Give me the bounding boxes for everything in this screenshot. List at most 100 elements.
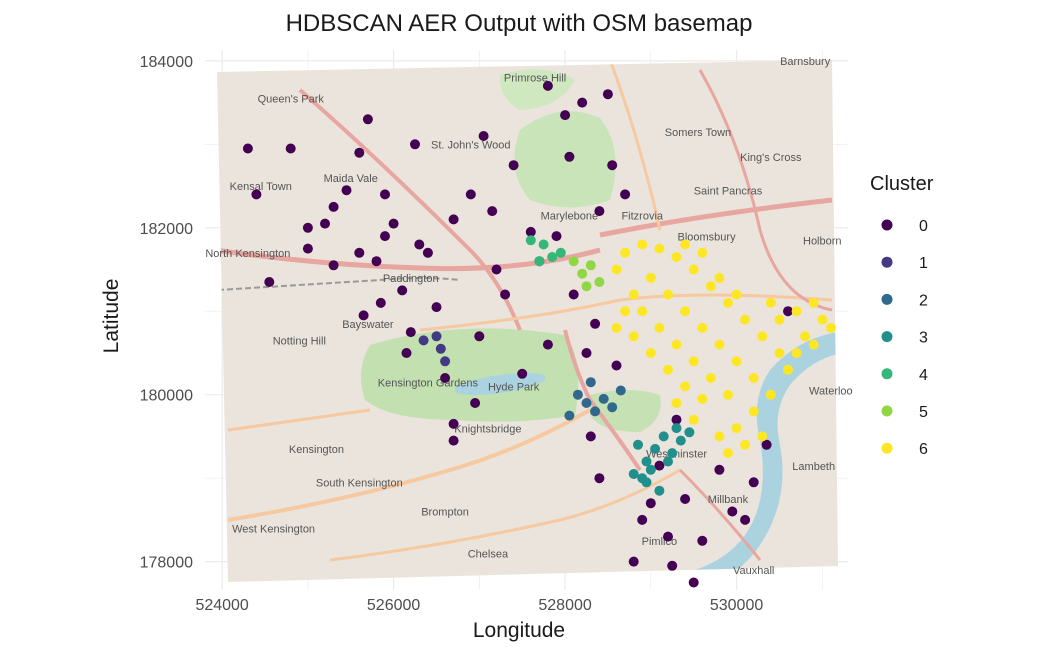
point-cluster-0	[242, 143, 253, 154]
point-cluster-3	[667, 448, 678, 459]
point-cluster-2	[572, 389, 583, 400]
legend-key-1	[881, 256, 893, 268]
basemap-label: Fitzrovia	[621, 210, 663, 222]
basemap-label: Hyde Park	[488, 382, 540, 394]
point-cluster-0	[508, 160, 519, 171]
point-cluster-6	[620, 247, 631, 258]
point-cluster-0	[302, 243, 313, 254]
point-cluster-2	[564, 410, 575, 421]
point-cluster-6	[825, 322, 836, 333]
point-cluster-0	[581, 348, 592, 358]
point-cluster-0	[585, 431, 596, 442]
basemap-label: Waterloo	[809, 386, 853, 398]
point-cluster-6	[663, 364, 673, 375]
point-cluster-6	[765, 389, 776, 400]
road-vauxhall	[678, 468, 762, 561]
point-cluster-0	[465, 189, 476, 200]
point-cluster-6	[628, 289, 639, 300]
point-cluster-0	[320, 218, 330, 229]
point-cluster-2	[598, 393, 609, 404]
point-cluster-0	[354, 147, 365, 158]
point-cluster-3	[663, 456, 673, 467]
legend-key-3	[881, 331, 893, 343]
point-cluster-6	[808, 297, 819, 308]
point-cluster-0	[560, 110, 571, 121]
point-cluster-0	[688, 577, 699, 588]
point-cluster-0	[714, 464, 725, 475]
legend-key-0	[881, 219, 893, 231]
legend-label-0: 0	[919, 218, 928, 235]
point-cluster-1	[431, 331, 442, 342]
basemap-label: West Kensington	[232, 523, 315, 535]
basemap-label: Queen's Park	[258, 94, 325, 106]
point-cluster-3	[645, 464, 656, 475]
osm-basemap	[217, 60, 838, 582]
point-cluster-5	[585, 260, 596, 271]
point-cluster-0	[568, 289, 579, 300]
point-cluster-0	[264, 277, 275, 287]
point-cluster-6	[783, 364, 793, 375]
point-cluster-6	[808, 339, 819, 350]
point-cluster-0	[607, 160, 618, 171]
point-cluster-0	[491, 264, 502, 275]
point-cluster-2	[590, 406, 601, 417]
legend-label-2: 2	[919, 292, 928, 309]
y-tick-label: 180000	[140, 388, 193, 405]
legend-label-3: 3	[919, 330, 928, 347]
point-cluster-0	[645, 498, 656, 509]
point-cluster-6	[748, 406, 759, 417]
point-cluster-0	[564, 151, 575, 162]
point-cluster-6	[731, 356, 742, 367]
point-cluster-2	[585, 377, 596, 388]
basemap-label: Marylebone	[541, 210, 598, 222]
point-cluster-6	[697, 247, 708, 258]
point-cluster-3	[650, 443, 661, 454]
basemap-label: Maida Vale	[324, 173, 378, 185]
point-cluster-6	[688, 356, 699, 367]
point-cluster-0	[401, 348, 412, 358]
point-cluster-0	[487, 206, 498, 217]
hyde-park	[361, 328, 579, 422]
point-cluster-0	[388, 218, 399, 229]
basemap-label: Bloomsbury	[678, 231, 737, 243]
legend-key-5	[881, 405, 893, 417]
point-cluster-0	[410, 139, 420, 150]
point-cluster-3	[684, 427, 695, 438]
point-cluster-6	[774, 348, 785, 358]
point-cluster-0	[285, 143, 296, 154]
point-cluster-6	[628, 331, 639, 342]
point-cluster-0	[517, 368, 528, 379]
point-cluster-0	[448, 214, 459, 225]
point-cluster-0	[422, 247, 433, 258]
x-tick-label: 524000	[195, 597, 248, 614]
basemap-label: Knightsbridge	[454, 423, 521, 435]
y-tick-label: 184000	[140, 54, 193, 71]
point-cluster-2	[607, 402, 618, 413]
point-cluster-6	[748, 373, 759, 383]
point-cluster-6	[714, 339, 725, 350]
y-axis-ticks: 178000 180000 182000 184000	[140, 54, 193, 572]
point-cluster-0	[654, 460, 665, 471]
point-cluster-0	[637, 514, 648, 525]
point-cluster-1	[435, 343, 446, 354]
point-cluster-0	[783, 306, 793, 317]
legend-label-1: 1	[919, 255, 928, 272]
point-cluster-0	[740, 514, 751, 525]
point-cluster-6	[680, 381, 691, 392]
point-cluster-0	[667, 560, 678, 571]
legend-key-4	[881, 368, 893, 380]
point-cluster-3	[654, 485, 665, 496]
point-cluster-0	[251, 189, 262, 200]
point-cluster-0	[697, 535, 708, 546]
point-cluster-5	[594, 277, 605, 287]
river-thames	[640, 330, 838, 582]
point-cluster-0	[594, 206, 605, 217]
point-cluster-0	[478, 131, 489, 141]
point-cluster-6	[697, 322, 708, 333]
point-cluster-1	[418, 335, 429, 346]
point-cluster-6	[774, 314, 785, 325]
point-cluster-5	[568, 256, 579, 267]
point-cluster-0	[671, 414, 682, 425]
point-cluster-0	[341, 185, 352, 196]
